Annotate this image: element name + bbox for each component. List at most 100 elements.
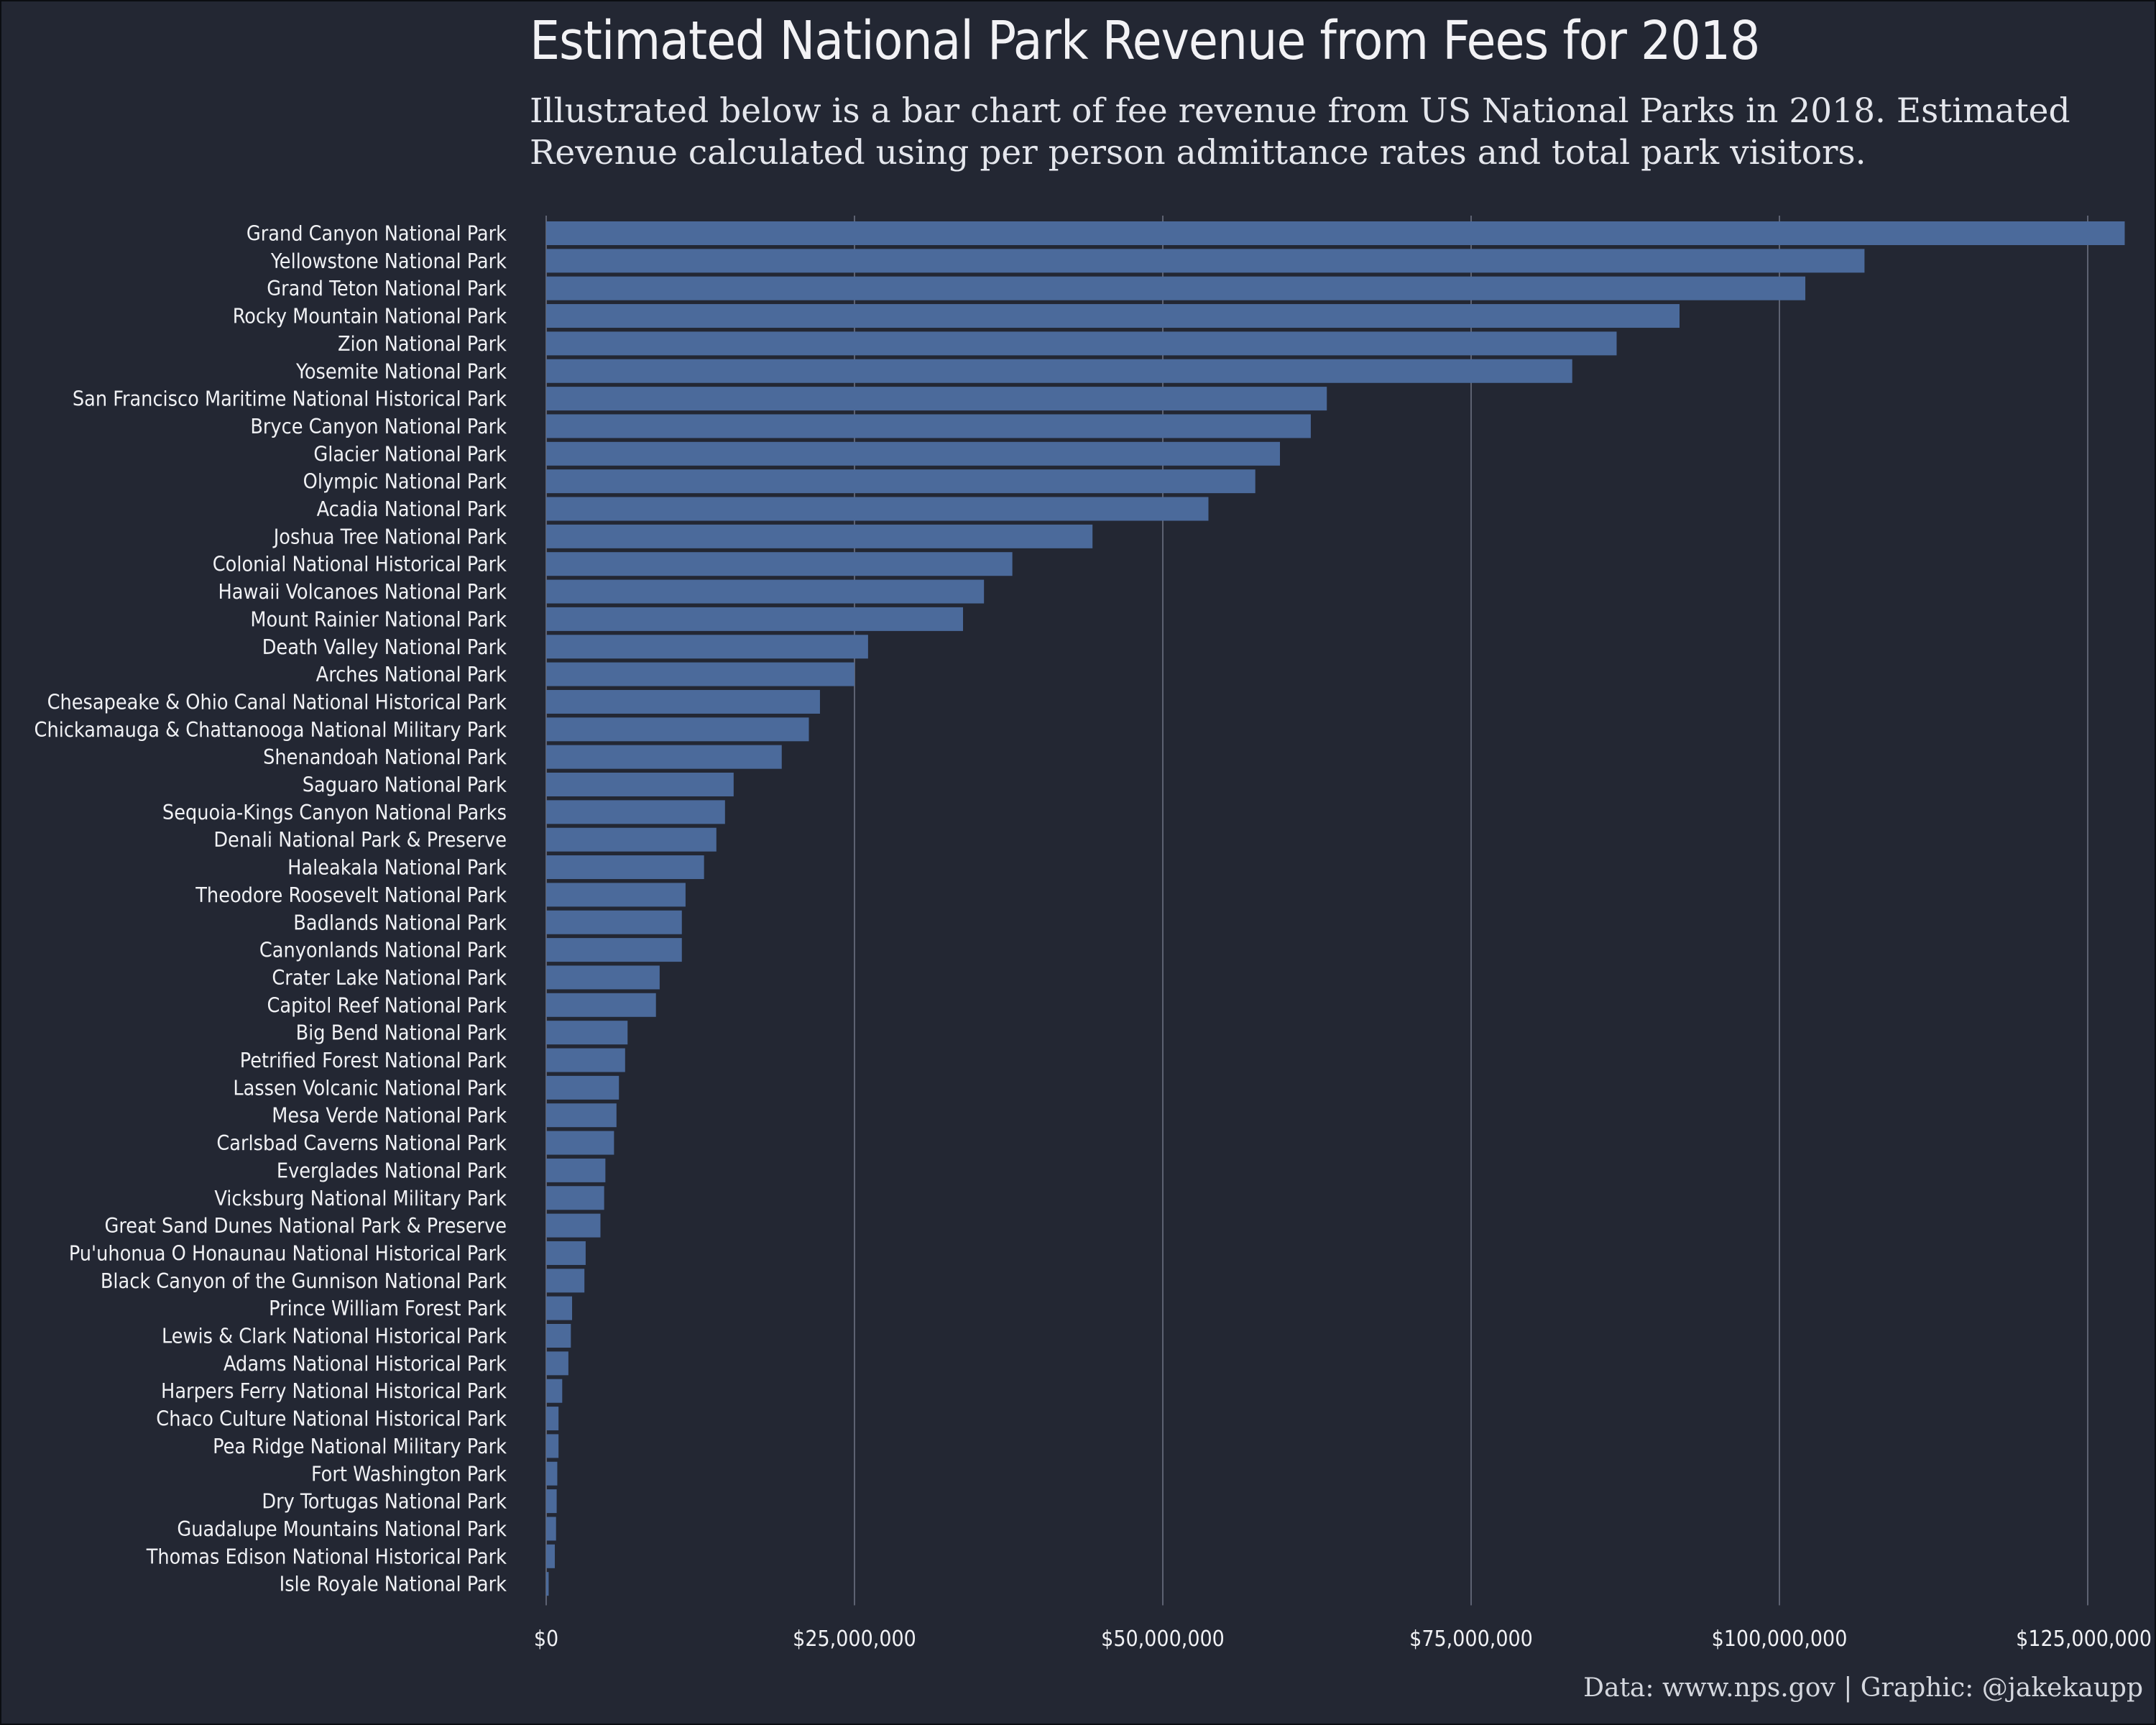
bar (546, 1434, 559, 1458)
y-category-label: Death Valley National Park (262, 635, 507, 659)
bar (546, 1186, 604, 1210)
bar (546, 800, 725, 824)
bar (546, 469, 1256, 494)
chart-subtitle: Illustrated below is a bar chart of fee … (530, 91, 2070, 172)
bar (546, 1296, 573, 1320)
bar (546, 331, 1617, 356)
y-category-label: Hawaii Volcanoes National Park (218, 580, 507, 604)
bar (546, 1213, 601, 1238)
bar (546, 1103, 617, 1128)
y-category-label: Prince William Forest Park (269, 1297, 507, 1320)
chart-title: Estimated National Park Revenue from Fee… (530, 10, 1760, 72)
bar (546, 938, 682, 962)
bar (546, 1489, 557, 1514)
y-category-label: Badlands National Park (293, 911, 507, 934)
bar (546, 1131, 614, 1155)
y-category-label: Everglades National Park (277, 1159, 507, 1182)
y-category-label: Vicksburg National Military Park (214, 1187, 507, 1210)
y-category-label: Colonial National Historical Park (213, 553, 507, 576)
bar (546, 1461, 558, 1486)
bar (546, 1021, 628, 1045)
y-category-label: Denali National Park & Preserve (213, 828, 507, 852)
source-caption: Data: www.nps.gov | Graphic: @jakekaupp (1583, 1673, 2143, 1703)
bar (546, 359, 1572, 383)
bar (546, 662, 854, 686)
y-category-label: Crater Lake National Park (272, 966, 507, 990)
bar (546, 1241, 586, 1265)
y-category-label: Great Sand Dunes National Park & Preserv… (105, 1214, 507, 1238)
bars (546, 221, 2125, 1596)
bar (546, 827, 717, 852)
y-category-label: Fort Washington Park (311, 1462, 507, 1486)
y-category-label: Isle Royale National Park (280, 1573, 507, 1596)
y-category-label: Capitol Reef National Park (267, 993, 507, 1017)
y-category-label: Arches National Park (316, 663, 507, 686)
bar (546, 910, 682, 934)
y-category-label: Yosemite National Park (295, 359, 507, 383)
y-category-label: Olympic National Park (303, 470, 507, 494)
bar (546, 993, 656, 1017)
bar (546, 1572, 549, 1596)
bar (546, 745, 782, 769)
bar (546, 773, 734, 796)
y-category-label: Dry Tortugas National Park (262, 1490, 507, 1514)
y-category-label: Saguaro National Park (303, 773, 507, 797)
bar (546, 689, 820, 714)
bar-chart: Grand Canyon National Park Yellowstone Na… (34, 216, 2152, 1652)
bar (546, 1269, 585, 1293)
bar (546, 883, 686, 907)
bar (546, 717, 809, 742)
y-category-label: Haleakala National Park (287, 856, 507, 880)
bar (546, 387, 1327, 411)
bar (546, 304, 1680, 328)
bar (546, 1517, 556, 1541)
y-category-label: Lewis & Clark National Historical Park (162, 1325, 507, 1348)
y-category-label: Chickamauga & Chattanooga National Milit… (34, 718, 507, 742)
bar (546, 441, 1281, 466)
bar (546, 497, 1209, 521)
y-category-label: Guadalupe Mountains National Park (177, 1517, 507, 1541)
bar (546, 855, 704, 880)
x-tick-label: $125,000,000 (2016, 1627, 2152, 1652)
y-category-label: Shenandoah National Park (263, 745, 507, 769)
bar (546, 1351, 568, 1376)
bar (546, 414, 1311, 438)
bar (546, 1158, 606, 1182)
y-category-label: Thomas Edison National Historical Park (146, 1545, 507, 1568)
bar (546, 524, 1093, 548)
y-category-label: Glacier National Park (313, 442, 507, 466)
x-tick-label: $0 (534, 1627, 558, 1652)
bar (546, 965, 660, 990)
y-category-label: Rocky Mountain National Park (233, 305, 507, 328)
y-category-label: Black Canyon of the Gunnison National Pa… (101, 1269, 507, 1293)
y-category-label: San Francisco Maritime National Historic… (73, 387, 507, 411)
x-tick-label: $50,000,000 (1101, 1627, 1225, 1652)
y-category-label: Grand Canyon National Park (247, 222, 507, 246)
y-category-label: Mount Rainier National Park (250, 607, 507, 631)
y-category-label: Theodore Roosevelt National Park (195, 883, 507, 907)
bar (546, 249, 1865, 273)
y-category-label: Joshua Tree National Park (272, 525, 507, 548)
y-category-label: Lassen Volcanic National Park (233, 1076, 507, 1100)
y-category-label: Pea Ridge National Military Park (213, 1435, 507, 1458)
bar (546, 1379, 563, 1403)
y-category-label: Grand Teton National Park (267, 277, 507, 300)
y-category-label: Petrified Forest National Park (240, 1049, 507, 1072)
y-category-label: Zion National Park (338, 332, 507, 356)
bar (546, 1324, 571, 1348)
y-category-label: Harpers Ferry National Historical Park (161, 1379, 507, 1403)
y-category-label: Pu'uhonua O Honaunau National Historical… (69, 1241, 507, 1265)
bar (546, 276, 1806, 300)
y-category-label: Acadia National Park (317, 497, 507, 521)
bar (546, 1544, 556, 1568)
y-category-label: Big Bend National Park (296, 1021, 507, 1045)
y-category-label: Chaco Culture National Historical Park (156, 1407, 507, 1431)
y-category-label: Sequoia-Kings Canyon National Parks (162, 801, 507, 824)
y-category-label: Mesa Verde National Park (272, 1104, 507, 1128)
y-category-label: Adams National Historical Park (224, 1352, 507, 1376)
bar (546, 552, 1013, 576)
bar (546, 579, 985, 604)
bar (546, 1048, 625, 1072)
y-axis-labels: Grand Canyon National Park Yellowstone Na… (34, 222, 507, 1596)
